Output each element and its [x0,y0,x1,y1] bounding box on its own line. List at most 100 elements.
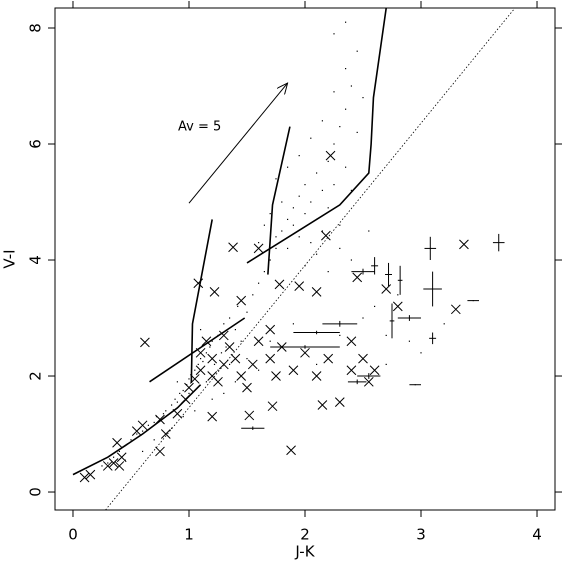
data-point [257,242,260,244]
cross-point [201,336,212,347]
cross-point [265,324,276,335]
data-point [223,323,225,325]
data-point [281,230,283,232]
reddening-arrow [188,83,288,204]
plot-frame [54,7,556,511]
data-point [304,213,306,215]
y-tick-label: 6 [27,139,45,149]
data-point [199,358,202,360]
cross-point [155,446,165,457]
cross-point [459,239,469,250]
data-point [304,184,306,186]
data-point [345,166,347,168]
data-point [345,108,347,110]
data-point [162,413,165,415]
data-point [263,224,265,226]
data-point [327,207,329,209]
cross-point [242,382,252,393]
data-point [310,201,312,203]
cross-point [184,382,194,393]
data-point [176,401,178,403]
cross-point [288,365,299,376]
data-point [197,363,199,366]
cross-point [253,243,264,254]
data-point [298,195,300,197]
data-point [194,410,196,412]
data-point [213,363,216,366]
data-point [225,346,227,348]
cross-point [209,287,220,297]
data-point [141,430,144,432]
data-point [246,358,248,360]
track-line [267,126,291,275]
cross-point [112,437,122,448]
data-point [228,317,231,319]
data-point [362,317,364,319]
data-point [209,346,211,348]
data-point [310,242,312,244]
cross-point [172,408,183,419]
data-point [234,381,236,383]
data-point [257,369,260,371]
cross-point [193,278,204,289]
data-point [124,445,126,447]
data-point [107,462,109,464]
cross-point [363,376,374,387]
data-point [170,427,173,429]
data-point [112,456,115,458]
data-point [327,271,329,273]
cross-point [317,400,328,410]
data-point [316,363,318,366]
data-point [269,213,271,215]
data-point [130,439,132,441]
data-point [101,465,103,467]
data-point [228,363,231,366]
data-point [165,410,167,412]
cross-point [265,353,276,364]
data-point [292,224,294,226]
data-point [339,334,341,337]
data-point [321,120,324,122]
y-axis-label: V-I [1,249,19,268]
x-tick-label: 0 [68,526,78,544]
data-point [345,68,347,70]
cross-point [218,330,229,341]
cross-point [228,242,238,253]
data-point [136,433,138,435]
data-point [179,392,181,395]
data-point [188,392,190,395]
data-point [217,369,219,371]
cross-point [311,287,322,297]
data-point [374,305,376,308]
cross-point [207,353,218,364]
cross-point [207,411,218,422]
data-point [205,381,207,383]
cross-point [381,284,392,294]
data-point [257,282,260,284]
data-point [174,398,176,400]
data-point [350,259,353,261]
cross-point [267,401,278,412]
cross-point [274,279,285,290]
data-point [345,21,347,23]
data-point [316,218,318,221]
x-tick-label: 4 [532,526,542,544]
data-point [246,311,248,313]
data-point [339,224,341,226]
data-point [292,207,294,209]
data-point [385,334,387,337]
data-point [194,369,196,371]
data-point [333,33,335,35]
y-tick-label: 4 [27,255,45,265]
data-point [298,155,300,157]
cross-point [247,359,258,370]
data-point [298,236,300,238]
data-point [339,247,341,250]
cross-point [236,371,247,381]
data-point [420,352,422,354]
data-point [350,85,353,87]
data-point [385,363,387,366]
data-point [356,131,358,134]
data-point [240,340,242,342]
data-point [321,230,324,232]
